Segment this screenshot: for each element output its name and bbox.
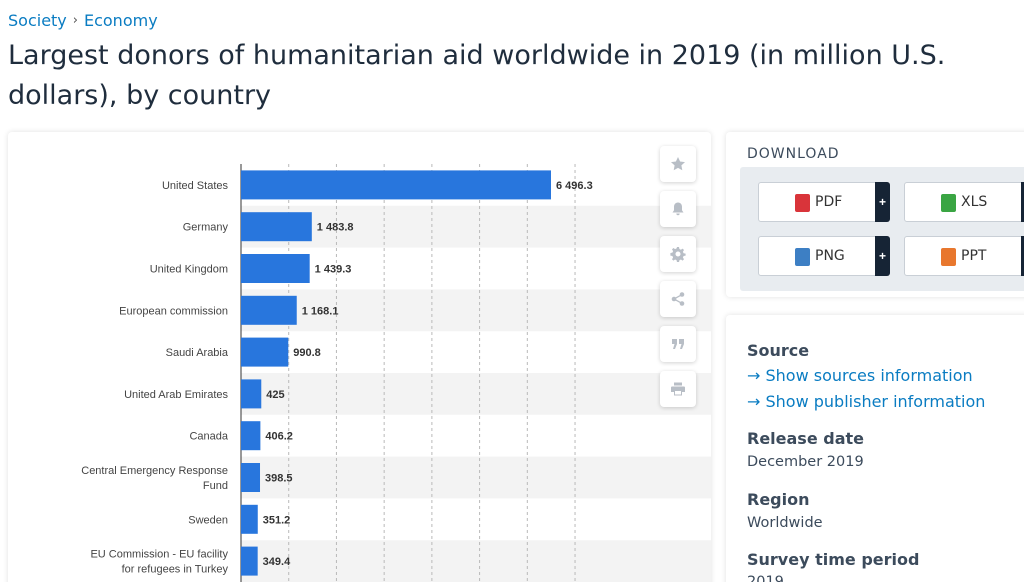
release-date-value: December 2019 [747,454,864,470]
release-date-label: Release date [747,429,864,448]
bar [241,170,551,200]
show-sources-link[interactable]: → Show sources information [747,366,973,385]
bar-value-label: 1 439.3 [315,264,352,276]
bell-icon [672,202,684,216]
page-title: Largest donors of humanitarian aid world… [8,40,946,111]
download-title: DOWNLOAD [747,146,840,162]
breadcrumb-economy-link[interactable]: Economy [83,11,158,30]
breadcrumb: Society › Economy [8,11,158,30]
bar [241,212,312,242]
row-band [241,540,711,582]
category-label: United Arab Emirates [124,389,228,401]
category-label: Saudi Arabia [166,347,229,359]
ppt-file-icon [941,248,956,266]
settings-button[interactable] [660,236,696,272]
bar [241,546,258,576]
statistic-info-panel: Source → Show sources information → Show… [726,315,1024,582]
xls-plus-icon[interactable]: + [1021,182,1024,222]
share-icon [671,292,685,306]
share-button[interactable] [660,281,696,317]
pdf-file-icon [795,194,810,212]
bar [241,295,297,325]
arrow-right-icon: → [747,392,761,411]
bar [241,421,261,451]
bar-chart: 6 496.3 United States 1 483.8 Germany 1 439.… [81,164,711,582]
category-label: Sweden [188,514,228,526]
print-button[interactable] [660,371,696,407]
gear-icon [670,247,686,262]
bar [241,337,289,367]
category-label: EU Commission - EU facility for refugees … [90,549,228,576]
png-file-icon [795,248,810,266]
bar [241,379,262,409]
row-band [241,373,711,415]
download-button-area: PDF + XLS + PNG + PPT + [740,167,1024,291]
show-publisher-link[interactable]: → Show publisher information [747,392,985,411]
show-publisher-text: Show publisher information [765,392,986,411]
download-xls-button[interactable]: XLS + [904,182,1024,222]
category-label: Central Emergency Response Fund [81,465,228,492]
download-ppt-button[interactable]: PPT + [904,236,1024,276]
bar-value-label: 990.8 [293,347,321,359]
source-label: Source [747,341,810,360]
download-pdf-button[interactable]: PDF + [758,182,890,222]
bar-value-label: 425 [266,389,284,401]
category-label: European commission [119,305,228,317]
download-xls-label: XLS [961,194,988,210]
breadcrumb-society-link[interactable]: Society [8,11,67,30]
region-value: Worldwide [747,515,823,531]
bar-value-label: 1 168.1 [302,305,339,317]
star-icon [671,157,685,171]
png-plus-icon[interactable]: + [875,236,890,276]
download-panel: DOWNLOAD PDF + XLS + PNG + PPT + [726,132,1024,297]
download-ppt-label: PPT [961,248,987,264]
bar [241,504,258,534]
bar-value-label: 398.5 [265,473,293,485]
bar [241,463,261,492]
arrow-right-icon: → [747,366,761,385]
quote-icon [672,339,684,349]
breadcrumb-separator: › [72,13,78,28]
bar [241,254,310,283]
pdf-plus-icon[interactable]: + [875,182,890,222]
chart-card: 6 496.3 United States 1 483.8 Germany 1 439.… [8,132,711,582]
category-label: United Kingdom [150,264,228,276]
download-png-button[interactable]: PNG + [758,236,890,276]
bar-value-label: 406.2 [265,431,293,443]
notification-button[interactable] [660,191,696,227]
category-label: Canada [189,431,228,443]
survey-period-label: Survey time period [747,550,920,569]
region-label: Region [747,490,810,509]
cite-button[interactable] [660,326,696,362]
bar-value-label: 1 483.8 [317,222,354,234]
category-label: United States [162,180,229,192]
category-label: Germany [183,222,229,234]
ppt-plus-icon[interactable]: + [1021,236,1024,276]
chart-toolbar [660,146,696,407]
xls-file-icon [941,194,956,212]
download-pdf-label: PDF [815,194,843,210]
survey-period-value: 2019 [747,574,784,582]
row-band [241,456,711,499]
bar-value-label: 349.4 [263,556,291,568]
bar-value-label: 6 496.3 [556,180,593,192]
bar-value-label: 351.2 [263,514,291,526]
favorite-button[interactable] [660,146,696,182]
printer-icon [671,382,685,396]
show-sources-text: Show sources information [765,366,973,385]
row-band [241,205,711,248]
row-band [241,289,711,332]
download-png-label: PNG [815,248,845,264]
